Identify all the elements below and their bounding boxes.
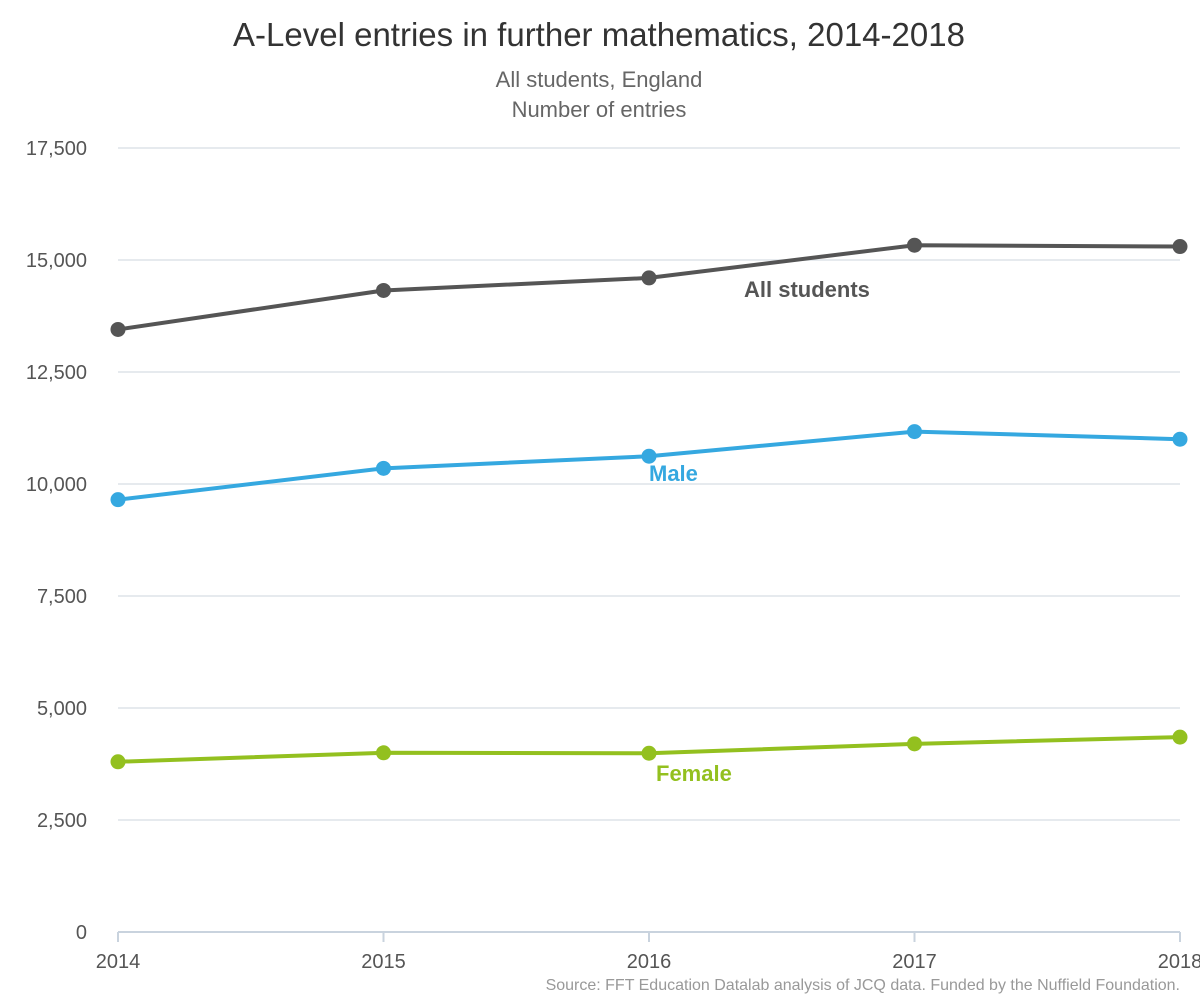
series-label-female: Female (656, 761, 732, 786)
data-point-male (907, 424, 922, 440)
gridlines (118, 147, 1180, 821)
series-line-all (116, 243, 1182, 332)
data-point-all (641, 270, 657, 286)
data-point-all (376, 282, 391, 298)
y-tick-label: 10,000 (26, 474, 87, 496)
series-labels: All students Male Female (649, 277, 870, 786)
data-point-female (907, 736, 922, 752)
data-point-male (376, 460, 391, 476)
y-tick-label: 0 (76, 922, 87, 944)
data-point-female (376, 745, 391, 761)
data-point-male (641, 448, 657, 464)
y-axis: 0 2,500 5,000 7,500 10,000 12,500 15,000 17,500 (26, 138, 87, 944)
y-tick-label: 12,500 (26, 362, 87, 384)
series-lines (110, 237, 1188, 770)
data-point-female (1172, 729, 1188, 745)
data-point-female (641, 745, 657, 761)
y-tick-label: 2,500 (37, 810, 87, 832)
data-point-all (907, 237, 922, 253)
y-tick-label: 5,000 (37, 698, 87, 720)
series-label-male: Male (649, 461, 698, 486)
data-point-female (110, 754, 126, 770)
data-point-all (110, 321, 126, 337)
x-tick-label: 2014 (96, 951, 141, 973)
y-tick-label: 7,500 (37, 586, 87, 608)
data-point-male (110, 492, 126, 508)
data-point-all (1172, 239, 1188, 255)
data-point-male (1172, 431, 1188, 447)
chart-subtitle-line-1: All students, England (496, 67, 703, 92)
x-tick-label: 2016 (627, 951, 672, 973)
chart-subtitle-line-2: Number of entries (512, 97, 687, 122)
series-label-all: All students (744, 277, 870, 302)
x-tick-label: 2018 (1158, 951, 1200, 973)
chart-title: A-Level entries in further mathematics, … (233, 16, 965, 53)
x-tick-label: 2015 (361, 951, 406, 973)
x-tick-label: 2017 (892, 951, 937, 973)
source-note: Source: FFT Education Datalab analysis o… (546, 977, 1180, 994)
y-tick-label: 17,500 (26, 138, 87, 160)
x-axis: 2014 2015 2016 2017 2018 (96, 931, 1200, 973)
y-tick-label: 15,000 (26, 250, 87, 272)
